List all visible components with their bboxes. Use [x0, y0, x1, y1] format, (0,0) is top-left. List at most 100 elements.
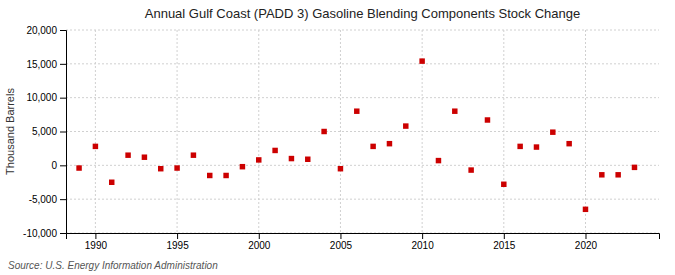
y-grid-line — [66, 30, 659, 31]
point — [566, 141, 571, 146]
y-tick-label: 20,000 — [26, 25, 57, 36]
y-tick-label: 0 — [51, 160, 57, 171]
points — [76, 58, 637, 212]
y-tick: 0 — [51, 160, 66, 171]
title: Annual Gulf Coast (PADD 3) Gasoline Blen… — [145, 6, 581, 21]
y-tick: 15,000 — [26, 59, 66, 70]
point — [93, 144, 98, 149]
point — [207, 173, 212, 178]
x-tick: 1990 — [85, 233, 108, 251]
x-tick: 2010 — [412, 233, 435, 251]
point — [354, 108, 359, 113]
y-grid-line — [66, 165, 659, 166]
x-tick-mark — [259, 233, 260, 239]
source-note: Source: U.S. Energy Information Administ… — [8, 260, 218, 271]
y-tick-label: 10,000 — [26, 92, 57, 103]
y-tick-mark — [60, 30, 66, 31]
point — [419, 58, 424, 63]
point — [223, 173, 228, 178]
point — [436, 158, 441, 163]
y-grid-line — [66, 97, 659, 98]
y-tick-mark — [60, 64, 66, 65]
y-tick-mark — [60, 199, 66, 200]
y-axis-title: Thousand Barrels — [4, 88, 16, 175]
point — [534, 144, 539, 149]
x-grid-line — [340, 30, 341, 233]
point — [191, 152, 196, 157]
point — [387, 141, 392, 146]
x-grid-line — [585, 30, 586, 233]
x-tick-mark — [422, 233, 423, 239]
grid — [66, 30, 659, 233]
x-grid-line — [177, 30, 178, 233]
x-tick: 2005 — [330, 233, 353, 251]
point — [370, 144, 375, 149]
x-tick-mark — [177, 233, 178, 239]
y-tick: -5,000 — [29, 194, 66, 205]
point — [403, 123, 408, 128]
x-grid-line — [503, 30, 504, 233]
point — [517, 144, 522, 149]
plot: 1990 1995 2000 2005 2010 2015 2020 -10,000 -5,00… — [23, 25, 659, 251]
x-tick-label: 1995 — [166, 240, 189, 251]
y-axis-line — [60, 31, 67, 234]
x-tick: 2000 — [248, 233, 271, 251]
x-tick-mark — [340, 233, 341, 239]
point — [76, 165, 81, 170]
y-tick-mark — [60, 98, 66, 99]
y-grid-line — [66, 63, 659, 64]
point — [338, 166, 343, 171]
y-tick-mark — [60, 165, 66, 166]
point — [321, 129, 326, 134]
x-grid-line — [258, 30, 259, 233]
x-axis-line — [67, 234, 660, 240]
point — [125, 152, 130, 157]
point — [256, 157, 261, 162]
x-tick-label: 2010 — [412, 240, 435, 251]
y-grid-line — [66, 199, 659, 200]
y-grid-line — [66, 131, 659, 132]
x-tick-mark — [585, 233, 586, 239]
x-tick-label: 2015 — [493, 240, 516, 251]
x-tick: 2015 — [493, 233, 516, 251]
point — [240, 164, 245, 169]
chart: 1990 1995 2000 2005 2010 2015 2020 -10,000 -5,00… — [0, 0, 675, 275]
x-tick: 1995 — [166, 233, 189, 251]
x-tick-mark — [504, 233, 505, 239]
x-tick-label: 1990 — [85, 240, 108, 251]
x-tick-label: 2020 — [575, 240, 598, 251]
point — [272, 148, 277, 153]
x-axis: 1990 1995 2000 2005 2010 2015 2020 — [67, 233, 660, 251]
y-tick-mark — [60, 132, 66, 133]
point — [501, 182, 506, 187]
y-tick-label: 5,000 — [32, 126, 57, 137]
point — [305, 157, 310, 162]
point — [174, 165, 179, 170]
y-axis: -10,000 -5,000 0 5,000 10,000 15,000 20,000 — [23, 25, 66, 239]
y-tick-mark — [60, 233, 66, 234]
point — [583, 207, 588, 212]
x-tick: 2020 — [575, 233, 598, 251]
point — [142, 154, 147, 159]
x-grid-line — [95, 30, 96, 233]
point — [485, 117, 490, 122]
point — [615, 172, 620, 177]
x-tick-mark — [95, 233, 96, 239]
y-tick-label: -10,000 — [23, 228, 57, 239]
x-tick-label: 2005 — [330, 240, 353, 251]
point — [109, 180, 114, 185]
point — [289, 156, 294, 161]
point — [550, 129, 555, 134]
y-tick-label: -5,000 — [29, 194, 58, 205]
x-tick-label: 2000 — [248, 240, 271, 251]
y-tick-label: 15,000 — [26, 59, 57, 70]
y-tick: 10,000 — [26, 92, 66, 103]
point — [158, 166, 163, 171]
point — [632, 165, 637, 170]
y-tick: -10,000 — [23, 228, 66, 239]
point — [468, 167, 473, 172]
y-tick: 20,000 — [26, 25, 66, 36]
point — [599, 172, 604, 177]
y-tick: 5,000 — [32, 126, 66, 137]
point — [452, 108, 457, 113]
